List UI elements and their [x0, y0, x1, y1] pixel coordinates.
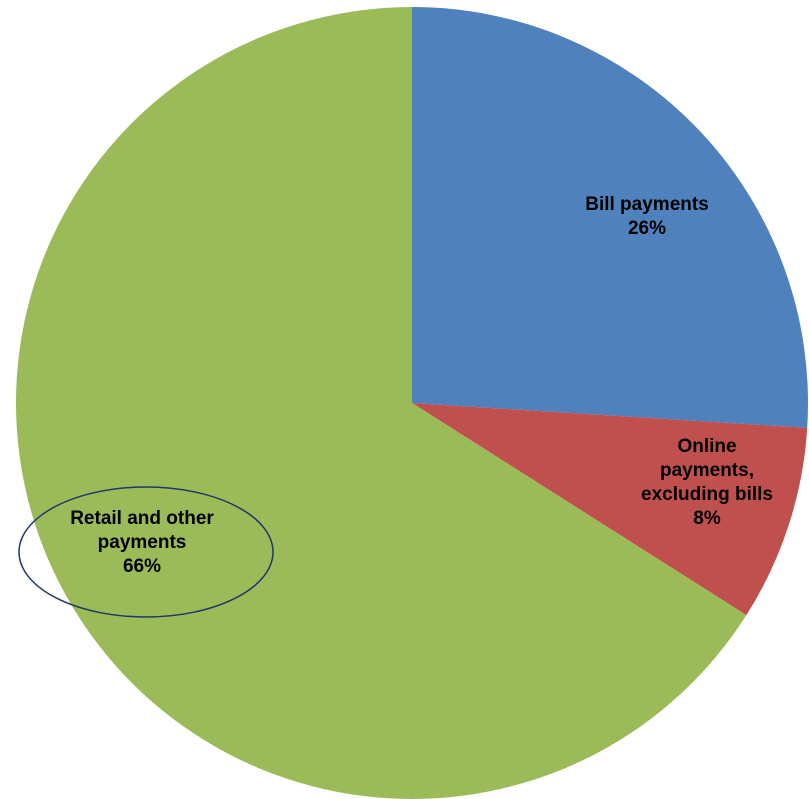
slice-labels: Bill payments 26% Online payments, excluding…	[70, 194, 773, 577]
slice-name-line-retail: Retail and other	[70, 508, 214, 529]
pie-slice-bill	[412, 7, 808, 428]
slice-percent-online: 8%	[693, 508, 721, 529]
pie-slice-online	[412, 403, 808, 616]
slice-percent-retail: 66%	[123, 556, 161, 577]
slice-label-retail: Retail and other payments 66%	[70, 508, 214, 577]
slice-name-line-retail: payments	[98, 532, 187, 553]
slice-percent-bill: 26%	[628, 218, 666, 239]
highlight-ellipse	[18, 486, 274, 618]
slice-label-bill: Bill payments 26%	[585, 194, 709, 239]
pie-slices	[16, 7, 808, 799]
slice-label-online: Online payments, excluding bills 8%	[641, 436, 773, 529]
slice-name-line-online: Online	[677, 436, 736, 457]
slice-name-line-online: excluding bills	[641, 484, 773, 505]
slice-name-line-bill: Bill payments	[585, 194, 709, 215]
slice-name-line-online: payments,	[660, 460, 754, 481]
pie-slice-retail	[16, 7, 747, 799]
